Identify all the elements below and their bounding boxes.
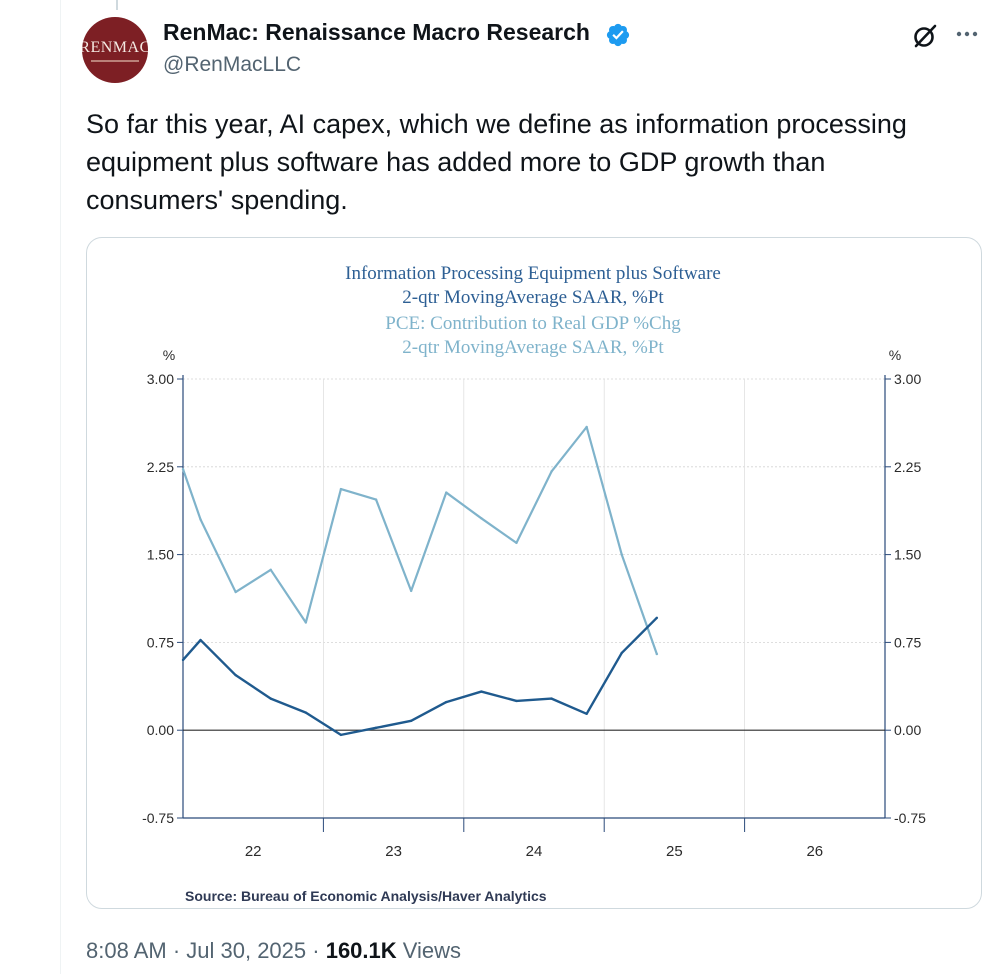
y-tick-label-left: 0.00 bbox=[147, 722, 174, 738]
data-point-info-processing bbox=[374, 726, 378, 730]
data-point-pce bbox=[655, 652, 659, 656]
data-point-info-processing bbox=[550, 697, 553, 700]
chart-series bbox=[181, 425, 658, 737]
data-point-pce bbox=[304, 621, 308, 624]
data-point-pce bbox=[234, 590, 237, 594]
author-handle[interactable]: @RenMacLLC bbox=[163, 53, 302, 76]
y-tick-label-right: 2.25 bbox=[894, 459, 921, 475]
data-point-info-processing bbox=[304, 711, 308, 714]
grok-icon[interactable] bbox=[911, 22, 939, 50]
chart-points bbox=[181, 425, 659, 737]
avatar-logo-rule bbox=[91, 59, 139, 62]
data-point-info-processing bbox=[409, 719, 413, 723]
y-tick-label-left: 0.75 bbox=[147, 634, 174, 650]
avatar[interactable]: RENMAC bbox=[82, 17, 148, 83]
y-tick-label-left: -0.75 bbox=[142, 810, 174, 826]
x-tick-label: 25 bbox=[666, 843, 683, 860]
data-point-pce bbox=[550, 470, 553, 473]
data-point-info-processing bbox=[199, 638, 202, 642]
series-line-pce bbox=[181, 425, 658, 655]
y-tick-label-right: 0.75 bbox=[894, 634, 921, 650]
y-tick-label-right: -0.75 bbox=[894, 810, 926, 826]
data-point-pce bbox=[409, 589, 413, 593]
data-point-pce bbox=[269, 568, 272, 572]
chart-title-line: Information Processing Equipment plus So… bbox=[345, 263, 721, 284]
x-tick-label: 23 bbox=[385, 843, 402, 860]
data-point-pce bbox=[515, 541, 518, 545]
chart-ticks: 3.00 3.00 2.25 2.25 1.50 1.50 0.75 0.75 0.00 0.00… bbox=[142, 371, 926, 860]
y-tick-label-right: 3.00 bbox=[894, 371, 921, 387]
data-point-info-processing bbox=[234, 673, 237, 677]
data-point-info-processing bbox=[620, 651, 623, 655]
data-point-pce bbox=[620, 553, 623, 556]
author-display-name[interactable]: RenMac: Renaissance Macro Research bbox=[163, 19, 590, 45]
data-point-info-processing bbox=[655, 616, 659, 620]
chart-titles: Information Processing Equipment plus So… bbox=[345, 263, 721, 358]
timeline-border bbox=[60, 0, 61, 974]
x-tick-label: 24 bbox=[526, 843, 543, 860]
data-point-pce bbox=[339, 487, 343, 491]
thread-connector bbox=[116, 0, 118, 10]
y-tick-label-left: 2.25 bbox=[147, 459, 174, 475]
chart-title-line: 2-qtr MovingAverage SAAR, %Pt bbox=[402, 287, 664, 308]
series-line-info-processing bbox=[182, 616, 658, 737]
meta-separator: · bbox=[306, 938, 326, 963]
y-tick-label-right: 1.50 bbox=[894, 547, 921, 563]
data-point-info-processing bbox=[585, 712, 588, 716]
y-tick-label-left: 1.50 bbox=[147, 547, 174, 563]
data-point-pce bbox=[181, 467, 185, 471]
views-label: Views bbox=[396, 938, 462, 963]
x-tick-label: 26 bbox=[806, 843, 823, 860]
data-point-info-processing bbox=[480, 690, 483, 693]
data-point-pce bbox=[585, 425, 588, 429]
data-point-info-processing bbox=[181, 658, 185, 662]
avatar-logo-text: RENMAC bbox=[82, 38, 148, 56]
y-axis-unit-left: % bbox=[163, 347, 175, 363]
x-tick-label: 22 bbox=[245, 843, 262, 860]
chart-axes: %% bbox=[163, 347, 901, 819]
data-point-info-processing bbox=[445, 700, 448, 704]
tweet-metadata: 8:08 AM · Jul 30, 2025 · 160.1K Views bbox=[86, 938, 461, 964]
views-count: 160.1K bbox=[325, 938, 397, 963]
data-point-pce bbox=[374, 498, 378, 501]
tweet-timestamp[interactable]: 8:08 AM · Jul 30, 2025 bbox=[86, 938, 307, 963]
y-tick-label-left: 3.00 bbox=[147, 371, 174, 387]
verified-badge-icon[interactable] bbox=[605, 22, 631, 48]
gridlines bbox=[183, 378, 885, 819]
data-point-info-processing bbox=[269, 697, 272, 700]
tweet-media-chart[interactable]: %% Information Processing Equipment plus… bbox=[86, 237, 982, 909]
data-point-info-processing bbox=[339, 733, 343, 737]
data-point-info-processing bbox=[515, 699, 518, 703]
chart-subtitle-line: 2-qtr MovingAverage SAAR, %Pt bbox=[402, 337, 664, 358]
y-tick-label-right: 0.00 bbox=[894, 722, 921, 738]
tweet-text: So far this year, AI capex, which we def… bbox=[86, 109, 907, 215]
line-chart: %% Information Processing Equipment plus… bbox=[142, 263, 926, 904]
data-point-pce bbox=[199, 518, 202, 521]
chart-subtitle-line: PCE: Contribution to Real GDP %Chg bbox=[385, 313, 681, 334]
y-axis-unit-right: % bbox=[889, 347, 901, 363]
chart-source: Source: Bureau of Economic Analysis/Have… bbox=[185, 888, 547, 904]
more-horizontal-icon[interactable] bbox=[952, 19, 982, 49]
data-point-pce bbox=[445, 491, 448, 494]
data-point-pce bbox=[480, 517, 483, 520]
